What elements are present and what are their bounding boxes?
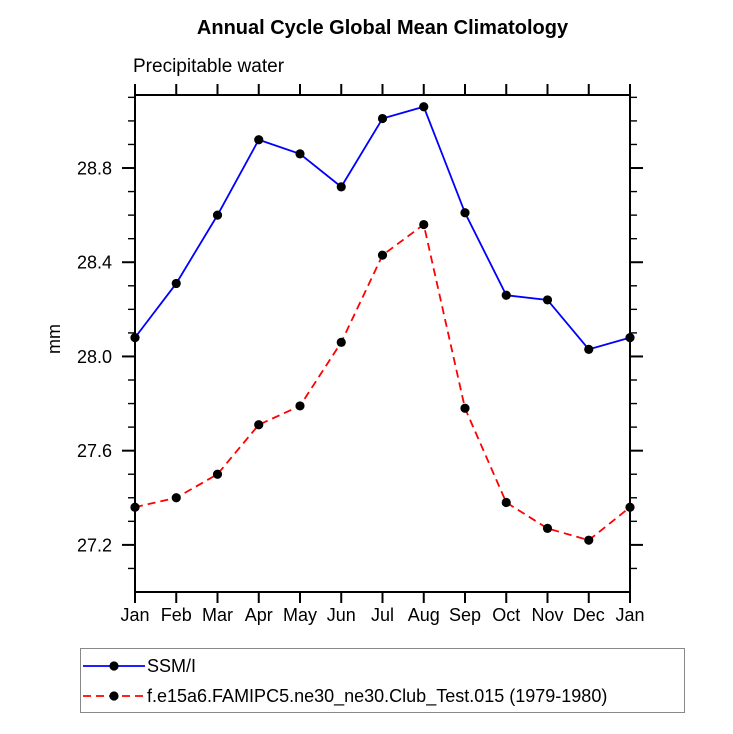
series-line-1 (134, 223, 631, 542)
x-tick-label: Jan (120, 605, 149, 625)
data-point (460, 208, 470, 218)
x-tick-label: Sep (449, 605, 481, 625)
y-tick-label: 28.0 (77, 347, 112, 367)
data-point (501, 290, 511, 300)
legend-label-ssmi: SSM/I (147, 655, 197, 676)
data-point (419, 219, 429, 230)
data-point (336, 182, 346, 192)
legend: SSM/I f.e15a6.FAMIPC5.ne30_ne30.Club_Tes… (80, 648, 685, 713)
data-point (542, 523, 553, 534)
x-tick-label: Aug (408, 605, 440, 625)
x-tick-label: Dec (573, 605, 605, 625)
y-tick-label: 27.6 (77, 441, 112, 461)
x-tick-label: Jan (615, 605, 644, 625)
x-tick-label: Feb (161, 605, 192, 625)
legend-item-ssmi: SSM/I (83, 651, 684, 681)
data-point (295, 149, 305, 159)
data-point (625, 333, 635, 343)
chart-subtitle: Precipitable water (133, 56, 285, 77)
x-tick-label: Nov (531, 605, 563, 625)
data-point (460, 403, 470, 413)
data-point (336, 337, 346, 347)
series-line-0 (134, 105, 631, 351)
data-point (295, 401, 305, 411)
legend-item-model: f.e15a6.FAMIPC5.ne30_ne30.Club_Test.015 … (83, 681, 684, 711)
data-point (254, 135, 264, 145)
data-point (377, 113, 388, 124)
y-tick-label: 28.8 (77, 159, 112, 179)
data-point (130, 333, 140, 343)
plot-border (134, 94, 631, 593)
data-point (584, 535, 594, 545)
data-point (584, 344, 594, 354)
x-tick-label: Oct (492, 605, 520, 625)
legend-dashed-line-icon (83, 690, 145, 701)
x-tick-label: Apr (245, 605, 273, 625)
data-point (212, 210, 223, 220)
data-point (377, 250, 388, 260)
y-tick-label: 27.2 (77, 535, 112, 555)
chart-title: Annual Cycle Global Mean Climatology (196, 17, 569, 39)
data-point (419, 102, 429, 112)
legend-label-model: f.e15a6.FAMIPC5.ne30_ne30.Club_Test.015 … (147, 685, 608, 706)
x-tick-label: Jul (371, 605, 394, 625)
x-tick-label: Mar (202, 605, 233, 625)
x-tick-label: May (283, 605, 317, 625)
data-point (254, 420, 264, 430)
y-tick-label: 28.4 (77, 253, 112, 273)
data-point (212, 469, 223, 479)
data-point (501, 497, 511, 508)
data-point (130, 502, 140, 512)
data-point (171, 278, 181, 289)
x-tick-label: Jun (327, 605, 356, 625)
data-point (171, 493, 181, 503)
data-point (542, 295, 553, 305)
legend-solid-line-icon (83, 660, 145, 671)
data-point (625, 502, 635, 512)
